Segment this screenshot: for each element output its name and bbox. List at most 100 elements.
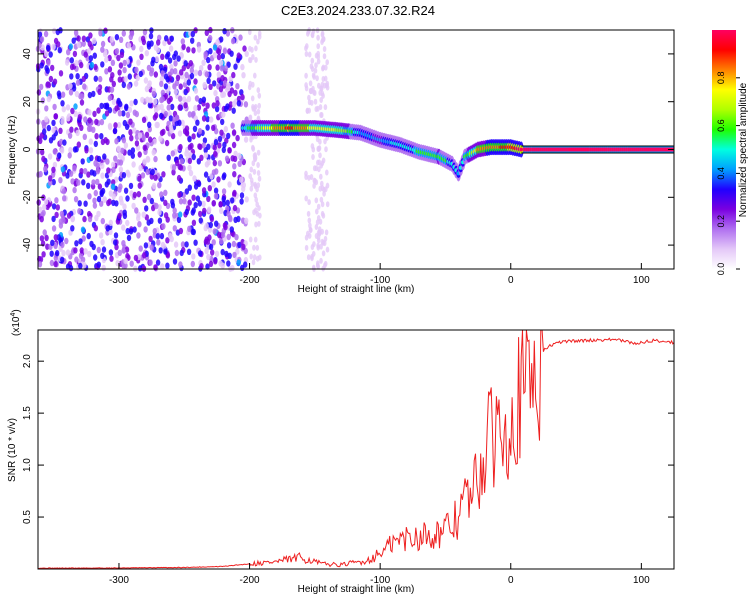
noise-cell: [159, 191, 164, 198]
noise-cell: [171, 164, 177, 171]
noise-cell: [142, 144, 147, 151]
noise-cell: [217, 142, 222, 149]
noise-cell: [318, 104, 323, 111]
noise-cell: [226, 233, 231, 241]
noise-cell: [41, 251, 46, 258]
noise-cell: [315, 262, 320, 269]
noise-cell: [184, 188, 189, 195]
noise-cell: [324, 64, 328, 71]
noise-cell: [187, 136, 192, 143]
signal-cell: [581, 147, 584, 152]
noise-cell: [168, 115, 174, 122]
snr-y-tick-label: 0.5: [22, 510, 33, 524]
noise-cell: [67, 152, 72, 159]
noise-cell: [127, 73, 132, 80]
noise-cell: [129, 30, 135, 37]
noise-cell: [96, 246, 102, 254]
noise-cell: [234, 234, 239, 241]
signal-cell: [557, 147, 560, 152]
noise-cell: [250, 95, 255, 102]
noise-cell: [251, 105, 256, 112]
noise-cell: [211, 181, 216, 188]
noise-cell: [87, 91, 93, 99]
noise-cell: [230, 122, 235, 129]
noise-cell: [60, 241, 65, 248]
noise-cell: [73, 196, 79, 203]
noise-cell: [148, 136, 153, 143]
noise-cell: [252, 168, 257, 175]
noise-cell: [201, 59, 206, 66]
signal-cell: [639, 147, 642, 152]
x-tick-label: -200: [240, 275, 260, 286]
noise-cell: [254, 56, 258, 63]
noise-cell: [106, 167, 111, 174]
noise-cell: [83, 200, 88, 207]
noise-cell: [101, 264, 106, 272]
noise-cell: [253, 72, 257, 79]
noise-cell: [307, 199, 311, 206]
noise-cell: [141, 211, 146, 218]
noise-cell: [235, 83, 240, 90]
signal-cell: [617, 147, 620, 152]
noise-cell: [325, 201, 330, 208]
noise-cell: [198, 210, 203, 218]
noise-cell: [233, 150, 238, 157]
noise-cell: [216, 176, 221, 183]
noise-cell: [52, 148, 57, 155]
signal-cell: [561, 147, 564, 152]
noise-cell: [100, 46, 105, 53]
noise-cell: [216, 71, 221, 78]
noise-cell: [162, 39, 167, 47]
noise-cell: [199, 263, 204, 270]
noise-cell: [116, 145, 121, 152]
noise-cell: [193, 202, 198, 209]
noise-cell: [316, 34, 320, 41]
noise-cell: [146, 64, 152, 72]
signal-cell: [535, 147, 538, 152]
snr-ylabel: SNR (10 * v/v): [7, 418, 18, 482]
noise-cell: [191, 47, 196, 54]
noise-cell: [312, 165, 317, 172]
noise-cell: [305, 43, 309, 50]
signal-cell: [549, 147, 552, 152]
noise-cell: [319, 243, 323, 250]
noise-cell: [159, 103, 164, 111]
noise-cell: [105, 158, 110, 165]
noise-cell: [306, 254, 311, 261]
noise-cell: [190, 209, 195, 216]
noise-cell: [143, 77, 149, 84]
noise-cell: [193, 69, 199, 76]
noise-cell: [93, 75, 99, 82]
noise-cell: [108, 249, 114, 256]
noise-cell: [144, 85, 150, 93]
noise-cell: [211, 200, 216, 207]
noise-cell: [198, 217, 203, 224]
noise-cell: [94, 118, 99, 126]
noise-cell: [240, 93, 245, 101]
noise-cell: [307, 51, 312, 58]
noise-cell: [114, 105, 119, 112]
signal-cell: [621, 147, 624, 152]
noise-cell: [203, 51, 208, 58]
noise-cell: [163, 248, 168, 255]
noise-cell: [42, 229, 47, 236]
noise-cell: [42, 203, 47, 211]
noise-cell: [186, 95, 192, 103]
signal-cell: [589, 147, 592, 152]
noise-cell: [118, 195, 124, 202]
noise-cell: [51, 215, 56, 223]
noise-cell: [315, 136, 320, 143]
noise-cell: [172, 53, 177, 61]
noise-cell: [317, 145, 322, 152]
noise-cell: [317, 159, 322, 166]
y-tick-label: -40: [22, 237, 33, 252]
noise-cell: [104, 56, 109, 63]
noise-cell: [231, 71, 236, 79]
noise-cell: [128, 228, 134, 235]
noise-cell: [252, 152, 257, 159]
noise-cell: [319, 112, 323, 118]
snr-frame: [37, 329, 675, 570]
colorbar-tick-label: 0.6: [716, 119, 726, 132]
noise-cell: [201, 96, 207, 103]
noise-cell: [191, 153, 196, 161]
